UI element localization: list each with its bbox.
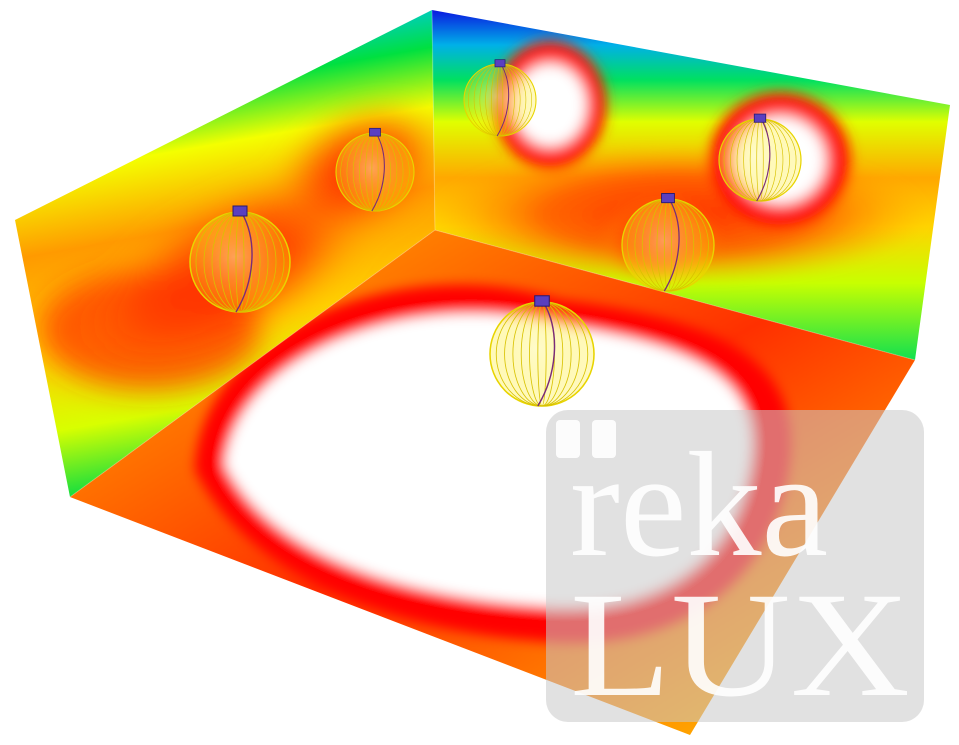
room-edges — [69, 9, 916, 498]
watermark-line2: LUX — [570, 562, 910, 728]
watermark-line1: reka — [570, 422, 828, 588]
watermark-logo: reka LUX — [546, 410, 924, 728]
